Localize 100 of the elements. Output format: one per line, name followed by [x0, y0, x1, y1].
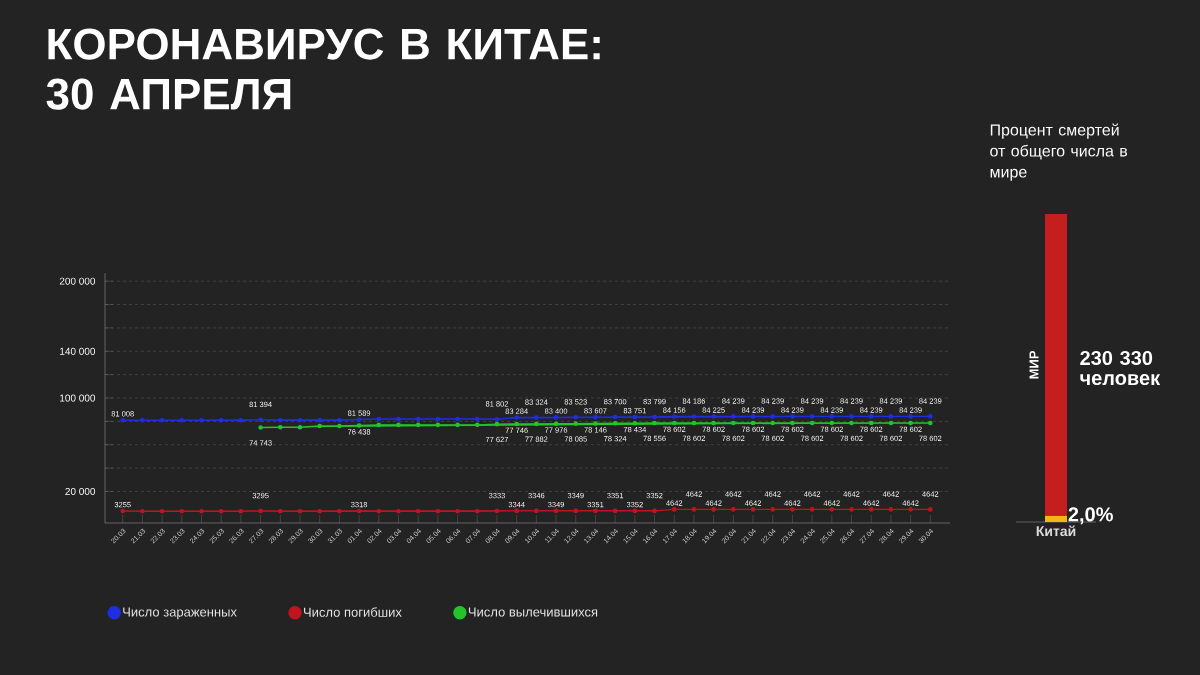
point [691, 507, 697, 512]
point [593, 414, 598, 420]
point [711, 420, 716, 426]
point [258, 508, 263, 514]
point [770, 507, 776, 512]
point [218, 509, 224, 514]
point [849, 414, 854, 419]
point [218, 417, 224, 423]
point [612, 508, 618, 514]
point [494, 508, 500, 514]
point [337, 423, 342, 429]
point [671, 507, 677, 512]
point [415, 422, 421, 428]
point [258, 417, 263, 423]
point [376, 422, 382, 428]
point [908, 414, 913, 419]
point [159, 417, 165, 423]
point [238, 509, 244, 514]
point [770, 414, 776, 419]
point [790, 420, 795, 426]
point [494, 416, 500, 422]
point [376, 509, 382, 514]
point [888, 414, 894, 419]
point [179, 509, 185, 514]
point [474, 416, 480, 422]
point [278, 424, 283, 430]
point [317, 509, 322, 514]
point [356, 423, 362, 428]
point [455, 509, 460, 514]
point [849, 507, 854, 512]
point [573, 508, 579, 514]
point [396, 416, 401, 422]
text: МИР [1029, 350, 1039, 379]
legend-label: Число зараженных [123, 607, 237, 620]
point [868, 420, 874, 426]
point [928, 414, 933, 419]
point [415, 509, 421, 514]
chart-title: Процент смертей от общего числа в мире [990, 123, 1128, 181]
point [179, 417, 185, 423]
point [297, 424, 303, 430]
legend-label: Число вылечившихся [468, 607, 598, 617]
point [711, 414, 716, 419]
point [573, 421, 579, 426]
legend-label: Число погибших [304, 607, 402, 617]
point [652, 508, 657, 514]
point [612, 421, 618, 426]
point [829, 507, 835, 512]
point [474, 509, 480, 514]
point [809, 414, 815, 419]
point [435, 509, 441, 514]
point [790, 507, 795, 512]
point [908, 420, 913, 426]
point [120, 417, 126, 423]
point [474, 422, 480, 428]
point [908, 507, 913, 512]
point [356, 508, 362, 514]
point [750, 414, 756, 419]
point [337, 417, 342, 423]
y-tick-label: 200 000 [59, 277, 96, 285]
annotation: 230 330 человек [1080, 350, 1161, 386]
point [632, 508, 638, 514]
annotation: 2,0% [1068, 507, 1113, 525]
point [928, 507, 933, 512]
point [297, 417, 303, 423]
point [790, 414, 795, 419]
point [868, 414, 874, 419]
point [534, 508, 539, 514]
y-tick-label: 140 000 [60, 347, 96, 355]
point [829, 414, 835, 419]
point [297, 509, 303, 514]
point [553, 508, 559, 514]
point [632, 414, 638, 420]
point [396, 422, 401, 428]
point [238, 417, 244, 423]
point [140, 509, 145, 514]
point [494, 421, 500, 427]
point [809, 507, 815, 512]
point [731, 507, 736, 512]
point [435, 422, 441, 428]
point [888, 507, 894, 512]
point [455, 416, 460, 422]
point [691, 420, 697, 426]
point [593, 421, 598, 426]
point [199, 509, 204, 514]
point [711, 507, 716, 512]
point [376, 416, 382, 422]
point [750, 507, 756, 512]
point [534, 415, 539, 420]
point [809, 420, 815, 426]
point [553, 415, 559, 420]
point [573, 414, 579, 420]
point [159, 509, 165, 514]
point [868, 507, 874, 512]
point [770, 420, 776, 426]
point [199, 417, 204, 423]
point [612, 414, 618, 420]
point [435, 416, 441, 422]
point [652, 420, 657, 426]
point [356, 417, 362, 422]
point [750, 420, 756, 426]
